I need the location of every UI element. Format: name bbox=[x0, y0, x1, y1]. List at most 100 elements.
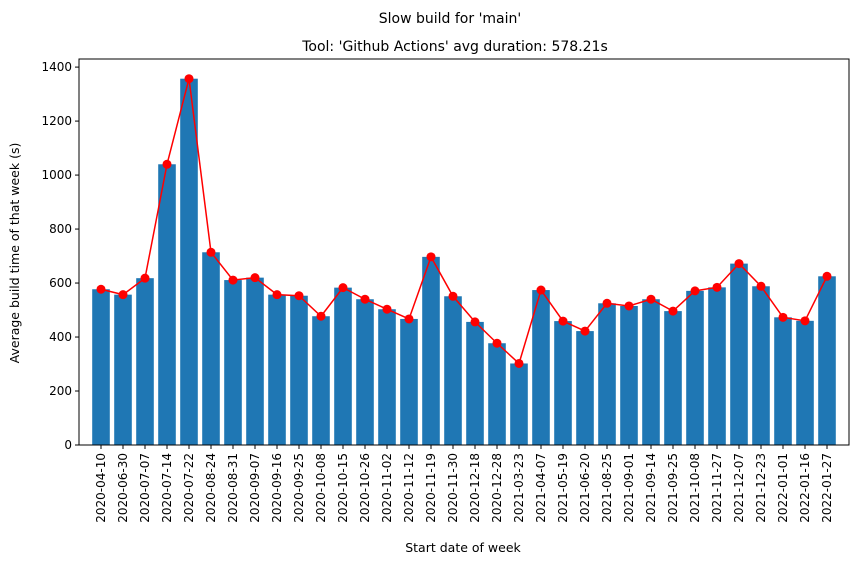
bar bbox=[642, 299, 660, 445]
series-point bbox=[118, 290, 128, 300]
series-point bbox=[800, 316, 810, 326]
x-tick-label: 2020-10-26 bbox=[358, 453, 372, 523]
bar bbox=[488, 343, 506, 445]
series-point bbox=[778, 312, 788, 322]
x-tick-label: 2020-09-25 bbox=[292, 453, 306, 523]
series-point bbox=[338, 283, 348, 293]
bar bbox=[246, 277, 264, 445]
x-tick-label: 2021-12-23 bbox=[754, 453, 768, 523]
x-tick-label: 2021-09-01 bbox=[622, 453, 636, 523]
x-tick-label: 2021-09-25 bbox=[666, 453, 680, 523]
x-tick-label: 2020-08-24 bbox=[204, 453, 218, 523]
y-axis: 0 200 400 600 800 1000 1200 1400 bbox=[41, 60, 79, 452]
x-tick-label: 2021-06-20 bbox=[578, 453, 592, 523]
bar bbox=[444, 296, 462, 445]
x-tick-label: 2020-09-16 bbox=[270, 453, 284, 523]
bar bbox=[818, 276, 836, 445]
bar bbox=[686, 290, 704, 445]
bar bbox=[400, 318, 418, 445]
x-tick-label: 2020-09-07 bbox=[248, 453, 262, 523]
series-point bbox=[580, 326, 590, 336]
y-tick-label: 200 bbox=[49, 384, 72, 398]
series-point bbox=[558, 316, 568, 326]
bar bbox=[180, 78, 198, 445]
bar bbox=[708, 287, 726, 445]
bar bbox=[664, 311, 682, 445]
y-tick-label: 1400 bbox=[41, 60, 72, 74]
bar bbox=[422, 256, 440, 445]
series-point bbox=[162, 159, 172, 169]
series-point bbox=[536, 285, 546, 295]
x-tick-label: 2020-11-02 bbox=[380, 453, 394, 523]
bar bbox=[598, 303, 616, 445]
x-tick-label: 2021-05-19 bbox=[556, 453, 570, 523]
bar bbox=[752, 286, 770, 445]
series-point bbox=[382, 304, 392, 314]
series-point bbox=[184, 74, 194, 84]
x-tick-label: 2022-01-01 bbox=[776, 453, 790, 523]
y-tick-label: 600 bbox=[49, 276, 72, 290]
series-point bbox=[514, 358, 524, 368]
series-point bbox=[228, 275, 238, 285]
series-line bbox=[100, 78, 828, 365]
line-layer bbox=[96, 74, 832, 368]
x-tick-label: 2020-11-12 bbox=[402, 453, 416, 523]
series-point bbox=[96, 284, 106, 294]
bar bbox=[620, 305, 638, 445]
bar bbox=[334, 287, 352, 445]
series-point bbox=[206, 247, 216, 257]
bar bbox=[796, 320, 814, 445]
x-tick-label: 2021-04-07 bbox=[534, 453, 548, 523]
series-point bbox=[360, 294, 370, 304]
x-tick-label: 2020-07-14 bbox=[160, 453, 174, 523]
series-point bbox=[646, 294, 656, 304]
y-tick-label: 0 bbox=[64, 438, 72, 452]
series-point bbox=[404, 314, 414, 324]
bar bbox=[114, 294, 132, 445]
axes-frame bbox=[78, 58, 850, 446]
series-point bbox=[294, 291, 304, 301]
bar bbox=[224, 280, 242, 445]
series-point bbox=[712, 282, 722, 292]
bar bbox=[158, 164, 176, 445]
bar bbox=[576, 331, 594, 445]
bar bbox=[356, 299, 374, 445]
series-point bbox=[250, 273, 260, 283]
series-point bbox=[470, 317, 480, 327]
series-point bbox=[426, 252, 436, 262]
bar bbox=[136, 278, 154, 445]
chart-title: Tool: 'Github Actions' avg duration: 578… bbox=[301, 39, 608, 55]
x-tick-label: 2020-10-08 bbox=[314, 453, 328, 523]
bar bbox=[92, 289, 110, 445]
x-tick-label: 2021-12-07 bbox=[732, 453, 746, 523]
x-tick-label: 2021-08-25 bbox=[600, 453, 614, 523]
y-tick-label: 800 bbox=[49, 222, 72, 236]
bar bbox=[774, 317, 792, 445]
bar bbox=[378, 309, 396, 445]
series-point bbox=[690, 286, 700, 296]
series-point bbox=[602, 298, 612, 308]
bar bbox=[290, 295, 308, 445]
series-point bbox=[272, 290, 282, 300]
x-tick-label: 2020-07-22 bbox=[182, 453, 196, 523]
series-point bbox=[734, 259, 744, 269]
x-axis: 2020-04-10 2020-06-30 2020-07-07 2020-07-14… bbox=[94, 445, 834, 523]
bar bbox=[730, 263, 748, 445]
y-axis-label: Average build time of that week (s) bbox=[7, 143, 22, 364]
x-axis-label: Start date of week bbox=[405, 540, 521, 555]
series-point bbox=[448, 291, 458, 301]
y-tick-label: 400 bbox=[49, 330, 72, 344]
x-tick-label: 2022-01-27 bbox=[820, 453, 834, 523]
bars-layer bbox=[92, 78, 836, 445]
x-tick-label: 2020-12-18 bbox=[468, 453, 482, 523]
y-tick-label: 1200 bbox=[41, 114, 72, 128]
y-tick-label: 1000 bbox=[41, 168, 72, 182]
series-point bbox=[140, 273, 150, 283]
series-point bbox=[668, 306, 678, 316]
bar bbox=[312, 316, 330, 445]
series-point bbox=[316, 311, 326, 321]
x-tick-label: 2020-07-07 bbox=[138, 453, 152, 523]
bar bbox=[466, 321, 484, 445]
